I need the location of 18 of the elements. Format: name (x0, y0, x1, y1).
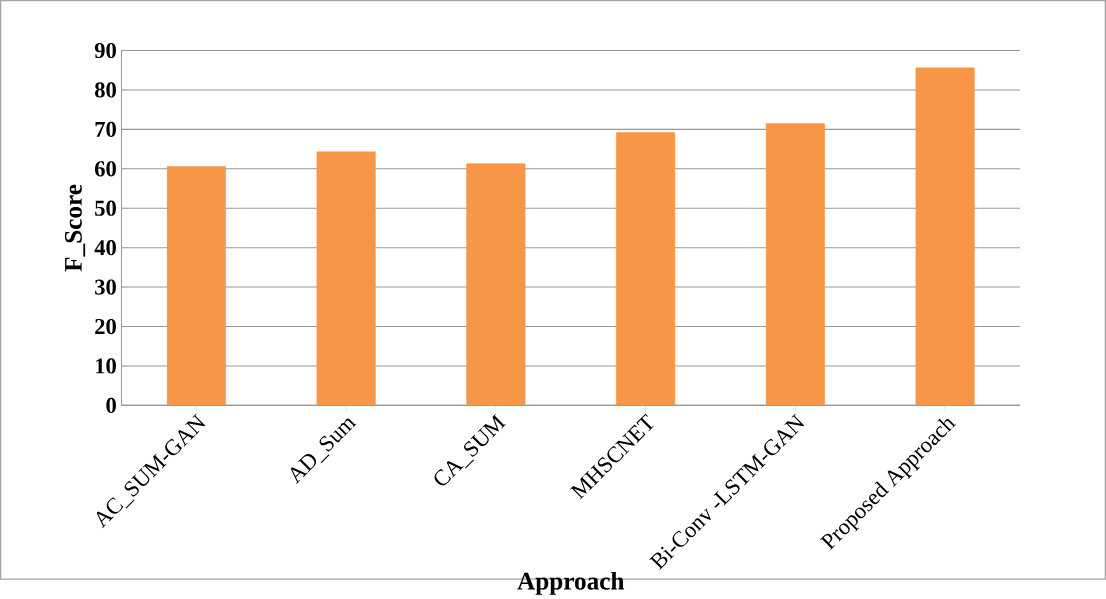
y-tick-label: 10 (96, 358, 116, 374)
y-tick-label: 90 (94, 42, 116, 59)
y-tick-label: 40 (94, 239, 116, 256)
bar (765, 123, 825, 406)
y-axis-title: F_Score (64, 184, 86, 272)
y-tick-label: 30 (95, 279, 116, 295)
y-tick-label: 50 (95, 200, 116, 216)
y-tick-label: 80 (94, 82, 116, 98)
bar (616, 132, 676, 406)
bar (915, 67, 975, 406)
bar (166, 166, 226, 406)
bar (466, 163, 526, 406)
y-tick-label: 0 (106, 397, 116, 413)
y-tick-label: 70 (95, 121, 116, 137)
y-tick-label: 20 (95, 318, 116, 335)
bar (316, 151, 376, 406)
x-axis-title: Approach (517, 571, 625, 595)
y-tick-label: 60 (95, 161, 116, 177)
